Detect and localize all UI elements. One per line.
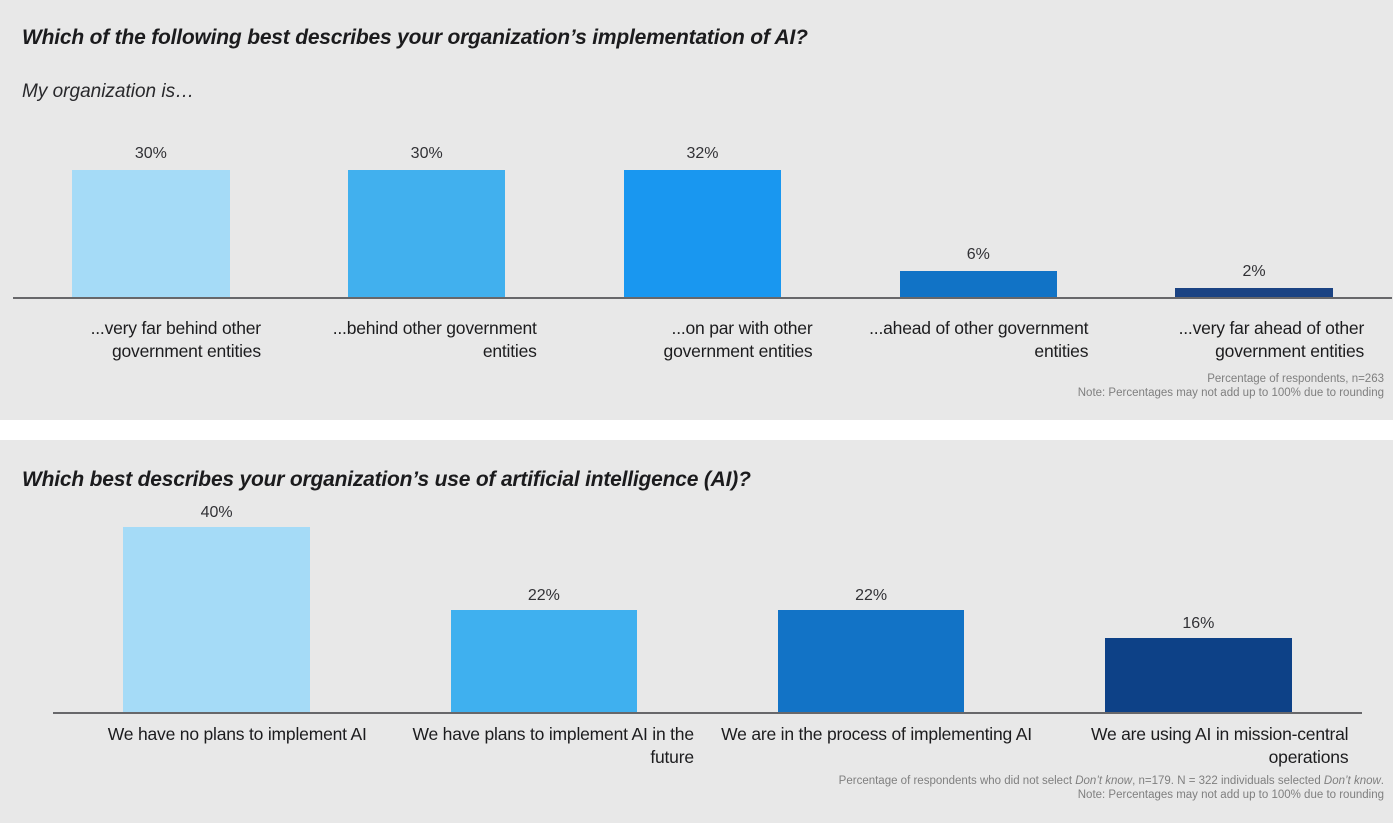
bar [348,170,506,297]
footnote-line: Percentage of respondents who did not se… [838,775,1384,787]
bar [899,270,1057,297]
category-label: ...very far behind other government entit… [90,318,261,361]
footnote-line: Note: Percentages may not add up to 100%… [1077,386,1384,399]
bar-value-label: 30% [134,145,167,162]
panel-divider [0,420,1393,440]
bar-column: 30% [289,145,565,297]
category-label: ...behind other government entities [332,318,537,361]
x-axis-line [53,712,1362,714]
bar-column: 30% [13,145,289,297]
bar-column: 22% [708,504,1035,712]
bar-column: 6% [840,145,1116,297]
bar-column: 22% [380,504,707,712]
category-label: ...on par with other government entities [663,318,813,361]
bar [450,610,638,712]
implementation-chart-panel: Which of the following best describes yo… [0,0,1393,420]
bar-value-label: 32% [686,145,719,162]
category-label: ...very far ahead of other government ent… [1178,318,1365,361]
chart-subtitle: My organization is… [22,81,195,102]
bar-column: 16% [1035,504,1362,712]
bar-column: 2% [1116,145,1392,297]
chart-footnote: Percentage of respondents, n=263 Note: Pe… [1078,373,1384,400]
bar-column: 40% [53,504,380,712]
bar-value-label: 30% [410,145,443,162]
bar-chart-implementation: 30% 30% 32% 6% 2% ...very far behind other gov… [13,145,1392,363]
footnote-line: Percentage of respondents, n=263 [1207,373,1384,385]
bar-column: 32% [565,145,841,297]
bar-value-label: 22% [527,587,560,605]
bar-value-label: 22% [855,587,888,605]
bar-value-label: 16% [1182,615,1215,632]
bar [1105,638,1292,712]
bar [123,527,310,712]
chart-title: Which best describes your organization’s… [22,468,751,491]
bar [623,170,782,297]
category-label: We are in the process of implementing AI [721,724,1032,744]
bar-value-label: 6% [966,245,990,263]
bar [777,610,965,712]
bar-value-label: 40% [200,504,233,522]
chart-title: Which of the following best describes yo… [22,26,808,49]
category-label: We are using AI in mission-central operat… [1090,724,1349,767]
bar [1175,288,1333,297]
bar [72,170,230,297]
usage-chart-panel: Which best describes your organization’s… [0,440,1393,823]
bar-chart-usage: 40% 22% 22% 16% We have no plans to implemen… [53,504,1362,769]
bar-value-label: 2% [1242,263,1266,281]
category-label: We have plans to implement AI in the futu… [412,724,694,767]
footnote-line: Note: Percentages may not add up to 100%… [1077,788,1384,801]
chart-footnote: Percentage of respondents who did not se… [839,775,1384,802]
category-label: ...ahead of other government entities [869,318,1089,361]
x-axis-line [13,297,1392,299]
category-label: We have no plans to implement AI [107,724,367,744]
